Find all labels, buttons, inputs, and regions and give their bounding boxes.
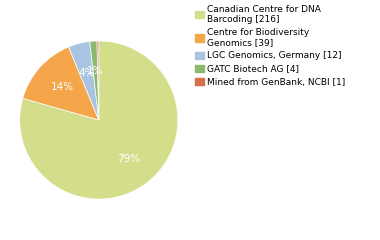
Wedge shape [68,42,99,120]
Text: 14%: 14% [51,82,74,92]
Wedge shape [20,41,178,199]
Text: 4%: 4% [78,68,95,78]
Wedge shape [23,47,99,120]
Wedge shape [97,41,99,120]
Wedge shape [90,41,99,120]
Text: 79%: 79% [117,154,140,164]
Legend: Canadian Centre for DNA
Barcoding [216], Centre for Biodiversity
Genomics [39], : Canadian Centre for DNA Barcoding [216],… [195,5,345,87]
Text: 1%: 1% [87,66,104,76]
